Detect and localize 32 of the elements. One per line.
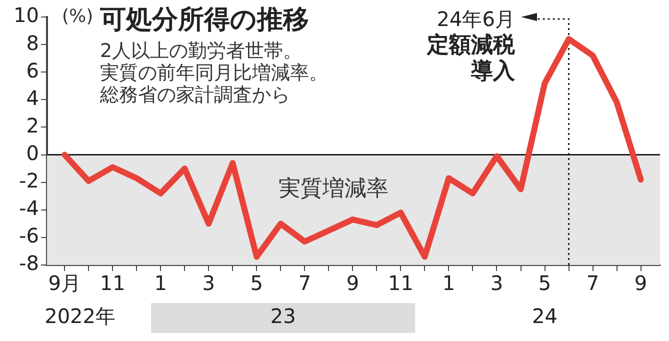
text: 24	[532, 304, 558, 328]
y-tick-label: -4	[19, 196, 39, 220]
x-tick-label: 9	[346, 271, 360, 296]
x-tick-label: 1	[442, 271, 456, 296]
y-tick-label: 10	[14, 3, 39, 28]
y-tick-label: 2	[26, 113, 39, 138]
x-tick-label: 1	[154, 271, 168, 296]
y-tick-label: 0	[26, 140, 39, 165]
x-tick-label: 11	[388, 271, 414, 296]
x-tick-label: 9	[634, 271, 648, 296]
band-label: 実質増減率	[278, 176, 388, 202]
x-tick-label: 3	[490, 271, 504, 296]
text: 2人以上の勤労者世帯。実質の前年同月比増減率。総務省の家計調査から	[100, 40, 328, 106]
x-tick-label: 9月	[48, 271, 81, 296]
y-tick-label: -2	[19, 168, 39, 193]
x-tick-label: 7	[586, 271, 600, 296]
text: 23	[270, 304, 296, 328]
y-tick-label: 8	[26, 30, 39, 55]
ref-line-label: 定額減税導入	[426, 33, 515, 85]
y-tick-label: -8	[19, 251, 39, 276]
x-tick-label: 5	[250, 271, 264, 296]
annotation: 24年6月	[436, 7, 515, 31]
x-tick-label: 3	[202, 271, 216, 296]
chart-title: 可処分所得の推移	[100, 4, 309, 37]
x-tick-label: 7	[298, 271, 312, 296]
text: 2022年	[44, 304, 116, 328]
x-tick-label: 5	[538, 271, 552, 296]
y-axis-title: (%)	[62, 6, 94, 27]
y-tick-label: 6	[26, 58, 39, 82]
y-tick-label: -6	[19, 224, 39, 248]
x-tick-label: 11	[100, 271, 126, 296]
y-tick-label: 4	[26, 86, 39, 110]
